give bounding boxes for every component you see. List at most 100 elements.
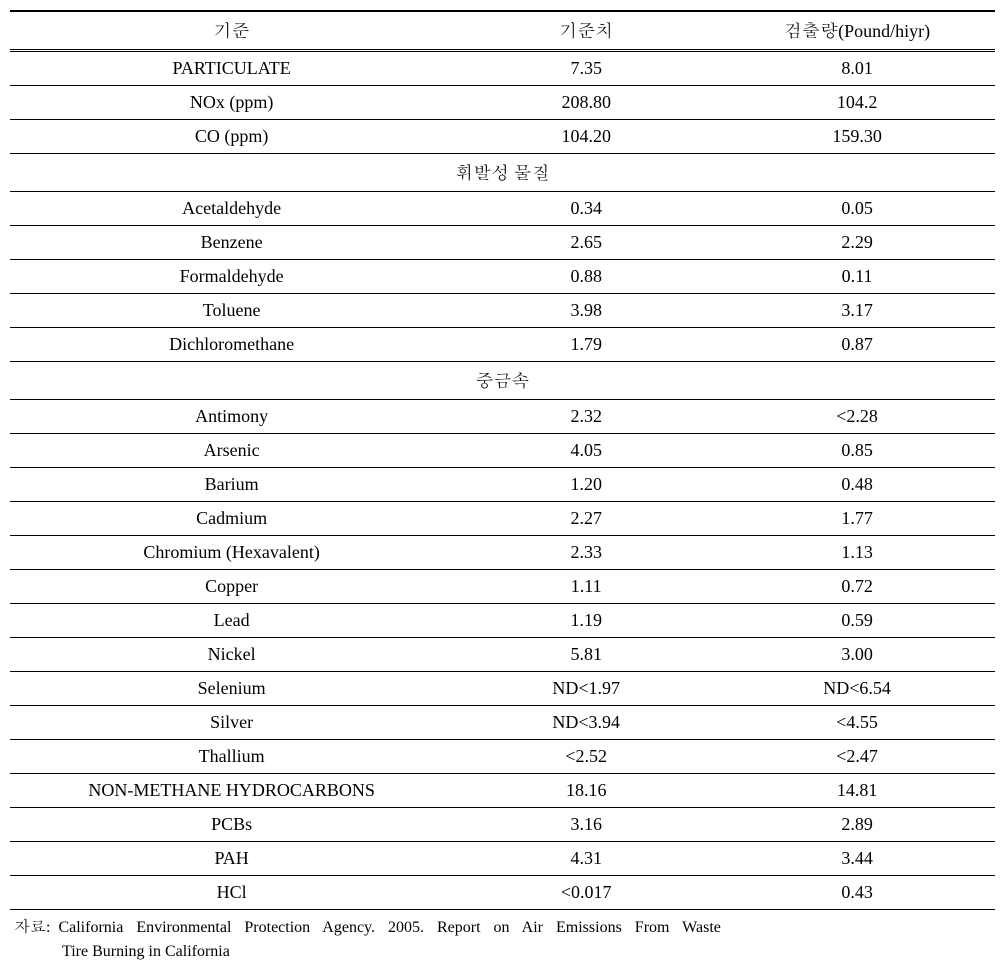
header-standard: 기준치	[453, 11, 719, 51]
cell-det: 0.87	[719, 328, 995, 362]
cell-label: Antimony	[10, 400, 453, 434]
table-row: Thallium <2.52 <2.47	[10, 740, 995, 774]
cell-std: 1.11	[453, 570, 719, 604]
table-row: PCBs 3.16 2.89	[10, 808, 995, 842]
table-row: Toluene 3.98 3.17	[10, 294, 995, 328]
cell-det: 2.89	[719, 808, 995, 842]
source-label: 자료:	[14, 916, 50, 940]
table-row: NOx (ppm) 208.80 104.2	[10, 86, 995, 120]
cell-std: 4.05	[453, 434, 719, 468]
cell-label: Lead	[10, 604, 453, 638]
cell-std: ND<1.97	[453, 672, 719, 706]
cell-label: PARTICULATE	[10, 51, 453, 86]
cell-std: 1.79	[453, 328, 719, 362]
cell-std: 3.16	[453, 808, 719, 842]
cell-label: Acetaldehyde	[10, 192, 453, 226]
cell-std: 3.98	[453, 294, 719, 328]
cell-std: 1.20	[453, 468, 719, 502]
source-text-line2: Tire Burning in California	[14, 940, 991, 964]
cell-det: 3.44	[719, 842, 995, 876]
cell-std: 2.27	[453, 502, 719, 536]
cell-std: 18.16	[453, 774, 719, 808]
cell-det: 104.2	[719, 86, 995, 120]
cell-label: Chromium (Hexavalent)	[10, 536, 453, 570]
cell-det: 0.48	[719, 468, 995, 502]
table-row: Dichloromethane 1.79 0.87	[10, 328, 995, 362]
cell-det: <2.47	[719, 740, 995, 774]
table-row: HCl <0.017 0.43	[10, 876, 995, 910]
source-text-line1: California Environmental Protection Agen…	[58, 919, 720, 936]
table-row: Barium 1.20 0.48	[10, 468, 995, 502]
cell-std: 2.33	[453, 536, 719, 570]
cell-det: <4.55	[719, 706, 995, 740]
cell-label: PCBs	[10, 808, 453, 842]
cell-label: Cadmium	[10, 502, 453, 536]
cell-det: 1.13	[719, 536, 995, 570]
cell-std: 5.81	[453, 638, 719, 672]
cell-std: <0.017	[453, 876, 719, 910]
cell-std: 0.88	[453, 260, 719, 294]
cell-label: Thallium	[10, 740, 453, 774]
cell-label: Benzene	[10, 226, 453, 260]
table-row: Nickel 5.81 3.00	[10, 638, 995, 672]
cell-std: 0.34	[453, 192, 719, 226]
table-row: Selenium ND<1.97 ND<6.54	[10, 672, 995, 706]
table-row: PARTICULATE 7.35 8.01	[10, 51, 995, 86]
cell-det: 2.29	[719, 226, 995, 260]
cell-label: Arsenic	[10, 434, 453, 468]
cell-std: ND<3.94	[453, 706, 719, 740]
table-row: Cadmium 2.27 1.77	[10, 502, 995, 536]
cell-std: 104.20	[453, 120, 719, 154]
cell-label: CO (ppm)	[10, 120, 453, 154]
cell-std: <2.52	[453, 740, 719, 774]
cell-det: 0.05	[719, 192, 995, 226]
table-row: Arsenic 4.05 0.85	[10, 434, 995, 468]
cell-label: Dichloromethane	[10, 328, 453, 362]
table-row: Silver ND<3.94 <4.55	[10, 706, 995, 740]
cell-det: 0.43	[719, 876, 995, 910]
table-row: CO (ppm) 104.20 159.30	[10, 120, 995, 154]
cell-label: Barium	[10, 468, 453, 502]
cell-det: ND<6.54	[719, 672, 995, 706]
section-header-row: 중금속	[10, 362, 995, 400]
section-volatile: 휘발성 물질	[10, 154, 995, 192]
cell-label: Toluene	[10, 294, 453, 328]
cell-det: 3.00	[719, 638, 995, 672]
table-row: Benzene 2.65 2.29	[10, 226, 995, 260]
cell-det: 159.30	[719, 120, 995, 154]
section-heavy-metals: 중금속	[10, 362, 995, 400]
cell-label: NON-METHANE HYDROCARBONS	[10, 774, 453, 808]
cell-det: 0.11	[719, 260, 995, 294]
cell-label: Silver	[10, 706, 453, 740]
header-detected: 검출량(Pound/hiyr)	[719, 11, 995, 51]
cell-std: 1.19	[453, 604, 719, 638]
table-row: Acetaldehyde 0.34 0.05	[10, 192, 995, 226]
table-row: Antimony 2.32 <2.28	[10, 400, 995, 434]
table-header-row: 기준 기준치 검출량(Pound/hiyr)	[10, 11, 995, 51]
table-row: NON-METHANE HYDROCARBONS 18.16 14.81	[10, 774, 995, 808]
table-row: Chromium (Hexavalent) 2.33 1.13	[10, 536, 995, 570]
section-header-row: 휘발성 물질	[10, 154, 995, 192]
cell-det: 8.01	[719, 51, 995, 86]
cell-det: 0.59	[719, 604, 995, 638]
header-criteria: 기준	[10, 11, 453, 51]
table-row: Formaldehyde 0.88 0.11	[10, 260, 995, 294]
cell-det: <2.28	[719, 400, 995, 434]
cell-label: Nickel	[10, 638, 453, 672]
source-citation: 자료: California Environmental Protection …	[10, 910, 995, 964]
cell-std: 2.65	[453, 226, 719, 260]
table-body: PARTICULATE 7.35 8.01 NOx (ppm) 208.80 1…	[10, 51, 995, 910]
cell-label: HCl	[10, 876, 453, 910]
cell-det: 3.17	[719, 294, 995, 328]
cell-std: 2.32	[453, 400, 719, 434]
table-row: Copper 1.11 0.72	[10, 570, 995, 604]
cell-std: 4.31	[453, 842, 719, 876]
table-row: Lead 1.19 0.59	[10, 604, 995, 638]
cell-label: Formaldehyde	[10, 260, 453, 294]
table-row: PAH 4.31 3.44	[10, 842, 995, 876]
cell-label: PAH	[10, 842, 453, 876]
cell-det: 0.85	[719, 434, 995, 468]
emissions-table: 기준 기준치 검출량(Pound/hiyr) PARTICULATE 7.35 …	[10, 10, 995, 910]
cell-det: 0.72	[719, 570, 995, 604]
cell-label: Selenium	[10, 672, 453, 706]
